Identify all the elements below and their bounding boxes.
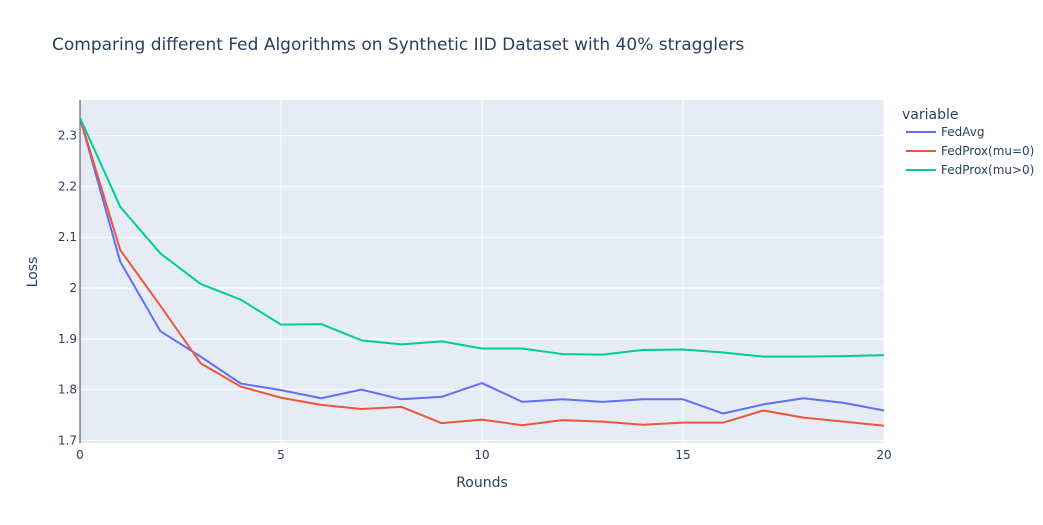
y-axis-title: Loss — [25, 257, 41, 288]
chart-title: Comparing different Fed Algorithms on Sy… — [52, 35, 744, 55]
legend-label: FedProx(mu=0) — [941, 144, 1034, 158]
legend-title: variable — [902, 107, 958, 123]
x-tick-label: 15 — [675, 448, 690, 462]
x-tick-label: 20 — [876, 448, 891, 462]
tick-labels: 0 5 10 15 20 1.7 1.8 1.9 2 2.1 2.2 2.3 — [58, 129, 892, 462]
legend-item-fedprox-mu-0[interactable]: FedProx(mu=0) — [906, 144, 1034, 158]
legend-item-fedavg[interactable]: FedAvg — [906, 125, 984, 139]
y-tick-label: 1.9 — [58, 332, 77, 346]
legend-label: FedProx(mu>0) — [941, 163, 1034, 177]
y-tick-label: 2.1 — [58, 230, 77, 244]
grid — [79, 100, 885, 443]
x-tick-label: 5 — [277, 448, 285, 462]
series-line-fedavg — [79, 117, 885, 415]
y-tick-label: 1.8 — [58, 383, 77, 397]
y-tick-label: 2 — [69, 281, 77, 295]
x-tick-label: 0 — [76, 448, 84, 462]
x-tick-label: 10 — [474, 448, 489, 462]
legend[interactable]: variable FedAvg FedProx(mu=0) FedProx(mu>0… — [902, 107, 1034, 177]
x-axis-title: Rounds — [456, 475, 508, 491]
series-line-fedprox-mu-0 — [79, 117, 885, 358]
legend-label: FedAvg — [941, 125, 984, 139]
y-tick-label: 2.2 — [58, 179, 77, 193]
series-lines — [79, 117, 885, 427]
y-tick-label: 1.7 — [58, 433, 77, 447]
series-line-fedprox-mu-0 — [79, 117, 885, 427]
legend-item-fedprox-mu-0[interactable]: FedProx(mu>0) — [906, 163, 1034, 177]
y-tick-label: 2.3 — [58, 129, 77, 143]
